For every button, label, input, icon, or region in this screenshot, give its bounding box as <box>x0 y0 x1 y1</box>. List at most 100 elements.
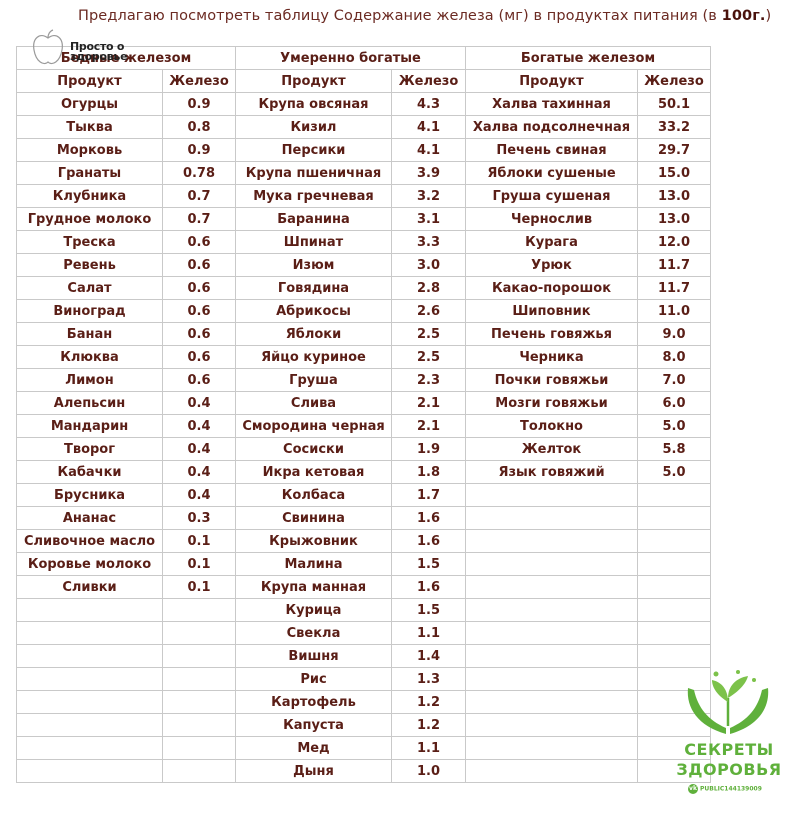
poor-product-cell: Брусника <box>16 483 163 507</box>
moderate-product-cell: Картофель <box>235 690 392 714</box>
table-row: Огурцы 0.9 Крупа овсяная 4.3 Халва тахинная 5… <box>16 92 711 116</box>
rich-iron-cell: 13.0 <box>637 207 711 231</box>
poor-product-cell: Творог <box>16 437 163 461</box>
rich-product-cell: Груша сушеная <box>465 184 638 208</box>
poor-iron-cell: 0.3 <box>162 506 236 530</box>
poor-product-cell: Клубника <box>16 184 163 208</box>
table-row: Свекла 1.1 <box>16 621 711 645</box>
poor-product-cell: Ревень <box>16 253 163 277</box>
table-row: Брусника 0.4 Колбаса 1.7 <box>16 483 711 507</box>
moderate-iron-cell: 1.2 <box>391 690 466 714</box>
moderate-product-cell: Крыжовник <box>235 529 392 553</box>
column-header-product: Продукт <box>465 69 638 93</box>
poor-iron-cell: 0.8 <box>162 115 236 139</box>
poor-iron-cell: 0.6 <box>162 345 236 369</box>
rich-iron-cell: 33.2 <box>637 115 711 139</box>
moderate-iron-cell: 2.1 <box>391 414 466 438</box>
rich-iron-cell: 13.0 <box>637 184 711 208</box>
moderate-iron-cell: 2.8 <box>391 276 466 300</box>
table-row: Курица 1.5 <box>16 598 711 622</box>
moderate-product-cell: Шпинат <box>235 230 392 254</box>
moderate-product-cell: Яйцо куриное <box>235 345 392 369</box>
rich-product-cell: Какао-порошок <box>465 276 638 300</box>
watermark-text: Просто о здоровье <box>70 40 128 63</box>
moderate-iron-cell: 1.6 <box>391 506 466 530</box>
moderate-product-cell: Изюм <box>235 253 392 277</box>
moderate-product-cell: Свекла <box>235 621 392 645</box>
moderate-iron-cell: 1.8 <box>391 460 466 484</box>
moderate-product-cell: Груша <box>235 368 392 392</box>
poor-iron-cell: 0.9 <box>162 138 236 162</box>
moderate-product-cell: Абрикосы <box>235 299 392 323</box>
moderate-iron-cell: 2.1 <box>391 391 466 415</box>
moderate-iron-cell: 1.2 <box>391 713 466 737</box>
rich-product-cell: Печень свиная <box>465 138 638 162</box>
table-row: Ревень 0.6 Изюм 3.0 Урюк 11.7 <box>16 253 711 277</box>
moderate-iron-cell: 2.5 <box>391 322 466 346</box>
poor-product-cell <box>16 644 163 668</box>
table-row: Творог 0.4 Сосиски 1.9 Желток 5.8 <box>16 437 711 461</box>
poor-iron-cell: 0.6 <box>162 230 236 254</box>
rich-iron-cell: 11.0 <box>637 299 711 323</box>
moderate-iron-cell: 4.3 <box>391 92 466 116</box>
column-header-iron: Железо <box>391 69 466 93</box>
moderate-iron-cell: 2.5 <box>391 345 466 369</box>
rich-product-cell <box>465 529 638 553</box>
moderate-iron-cell: 1.1 <box>391 621 466 645</box>
moderate-product-cell: Мука гречневая <box>235 184 392 208</box>
poor-product-cell: Тыква <box>16 115 163 139</box>
poor-iron-cell: 0.7 <box>162 184 236 208</box>
rich-product-cell: Халва подсолнечная <box>465 115 638 139</box>
moderate-iron-cell: 1.0 <box>391 759 466 783</box>
rich-product-cell <box>465 690 638 714</box>
rich-product-cell <box>465 621 638 645</box>
poor-iron-cell: 0.6 <box>162 322 236 346</box>
poor-product-cell <box>16 598 163 622</box>
poor-product-cell: Сливочное масло <box>16 529 163 553</box>
table-row: Ананас 0.3 Свинина 1.6 <box>16 506 711 530</box>
moderate-iron-cell: 1.6 <box>391 575 466 599</box>
table-row: Гранаты 0.78 Крупа пшеничная 3.9 Яблоки суше… <box>16 161 711 185</box>
rich-product-cell <box>465 598 638 622</box>
poor-iron-cell <box>162 598 236 622</box>
hands-with-sprout-icon <box>687 670 769 734</box>
rich-product-cell <box>465 736 638 760</box>
poor-iron-cell <box>162 736 236 760</box>
rich-product-cell <box>465 713 638 737</box>
rich-product-cell: Чернослив <box>465 207 638 231</box>
poor-product-cell: Огурцы <box>16 92 163 116</box>
group-header-moderate: Умеренно богатые <box>235 46 466 70</box>
rich-product-cell: Почки говяжьи <box>465 368 638 392</box>
rich-product-cell: Печень говяжья <box>465 322 638 346</box>
poor-product-cell: Салат <box>16 276 163 300</box>
poor-iron-cell <box>162 713 236 737</box>
logo-footer: vk PUBLIC144139009 <box>688 784 762 794</box>
table-row: Морковь 0.9 Персики 4.1 Печень свиная 29.7 <box>16 138 711 162</box>
moderate-product-cell: Рис <box>235 667 392 691</box>
moderate-product-cell: Малина <box>235 552 392 576</box>
poor-product-cell: Лимон <box>16 368 163 392</box>
poor-product-cell: Коровье молоко <box>16 552 163 576</box>
poor-product-cell: Клюква <box>16 345 163 369</box>
poor-product-cell <box>16 713 163 737</box>
moderate-iron-cell: 1.5 <box>391 552 466 576</box>
moderate-product-cell: Крупа пшеничная <box>235 161 392 185</box>
poor-product-cell: Сливки <box>16 575 163 599</box>
table-row: Мандарин 0.4 Смородина черная 2.1 Толокно 5.0 <box>16 414 711 438</box>
rich-iron-cell: 12.0 <box>637 230 711 254</box>
table-row: Грудное молоко 0.7 Баранина 3.1 Чернослив 13.… <box>16 207 711 231</box>
poor-iron-cell: 0.4 <box>162 391 236 415</box>
rich-product-cell: Яблоки сушеные <box>465 161 638 185</box>
poor-iron-cell <box>162 667 236 691</box>
moderate-product-cell: Крупа овсяная <box>235 92 392 116</box>
table-row: Салат 0.6 Говядина 2.8 Какао-порошок 11.7 <box>16 276 711 300</box>
moderate-product-cell: Сосиски <box>235 437 392 461</box>
secrets-of-health-logo: СЕКРЕТЫ ЗДОРОВЬЯ vk PUBLIC144139009 <box>668 668 788 800</box>
moderate-iron-cell: 4.1 <box>391 138 466 162</box>
poor-iron-cell: 0.78 <box>162 161 236 185</box>
table-row: Мед 1.1 <box>16 736 711 760</box>
moderate-product-cell: Слива <box>235 391 392 415</box>
table-row: Капуста 1.2 <box>16 713 711 737</box>
rich-iron-cell: 7.0 <box>637 368 711 392</box>
moderate-iron-cell: 3.0 <box>391 253 466 277</box>
